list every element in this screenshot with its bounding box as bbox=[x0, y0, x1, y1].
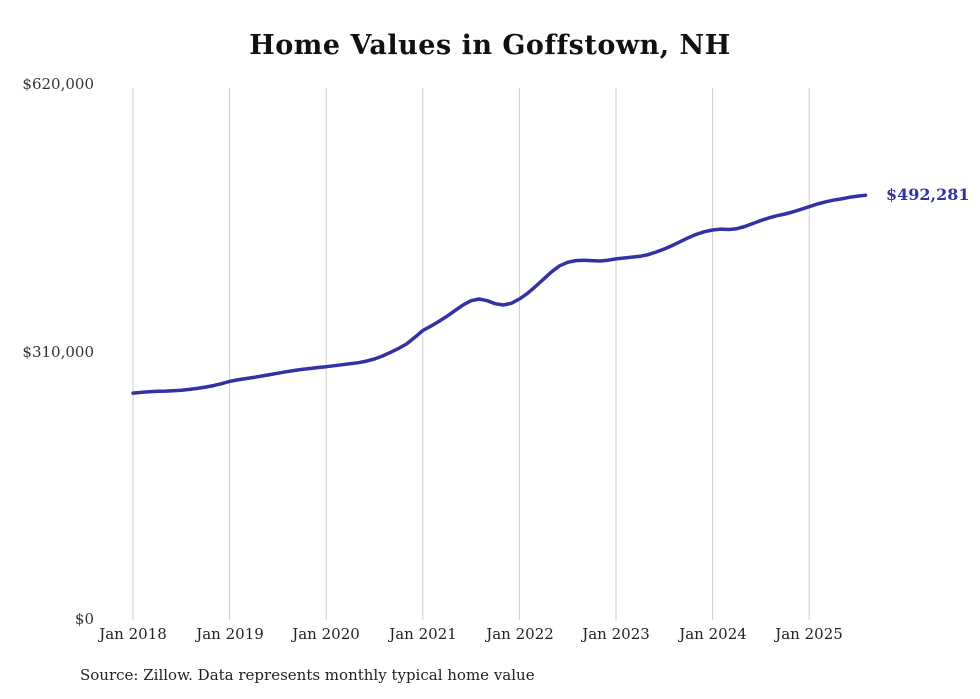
x-axis-tick-jan-2024: Jan 2024 bbox=[679, 625, 747, 643]
home-value-line bbox=[131, 193, 868, 395]
y-axis-tick-620000: $620,000 bbox=[22, 75, 94, 93]
source-note: Source: Zillow. Data represents monthly … bbox=[80, 666, 535, 684]
x-axis-tick-jan-2023: Jan 2023 bbox=[582, 625, 650, 643]
x-axis-tick-jan-2025: Jan 2025 bbox=[775, 625, 843, 643]
y-axis-tick-310000: $310,000 bbox=[22, 343, 94, 361]
series-end-value-label: $492,281 bbox=[886, 185, 970, 205]
x-axis-tick-jan-2022: Jan 2022 bbox=[486, 625, 554, 643]
x-axis-tick-jan-2018: Jan 2018 bbox=[99, 625, 167, 643]
x-axis-tick-jan-2021: Jan 2021 bbox=[389, 625, 457, 643]
chart-title: Home Values in Goffstown, NH bbox=[249, 30, 731, 61]
x-axis-tick-jan-2020: Jan 2020 bbox=[292, 625, 360, 643]
x-axis-tick-jan-2019: Jan 2019 bbox=[196, 625, 264, 643]
y-axis-tick-0: $0 bbox=[74, 610, 94, 628]
